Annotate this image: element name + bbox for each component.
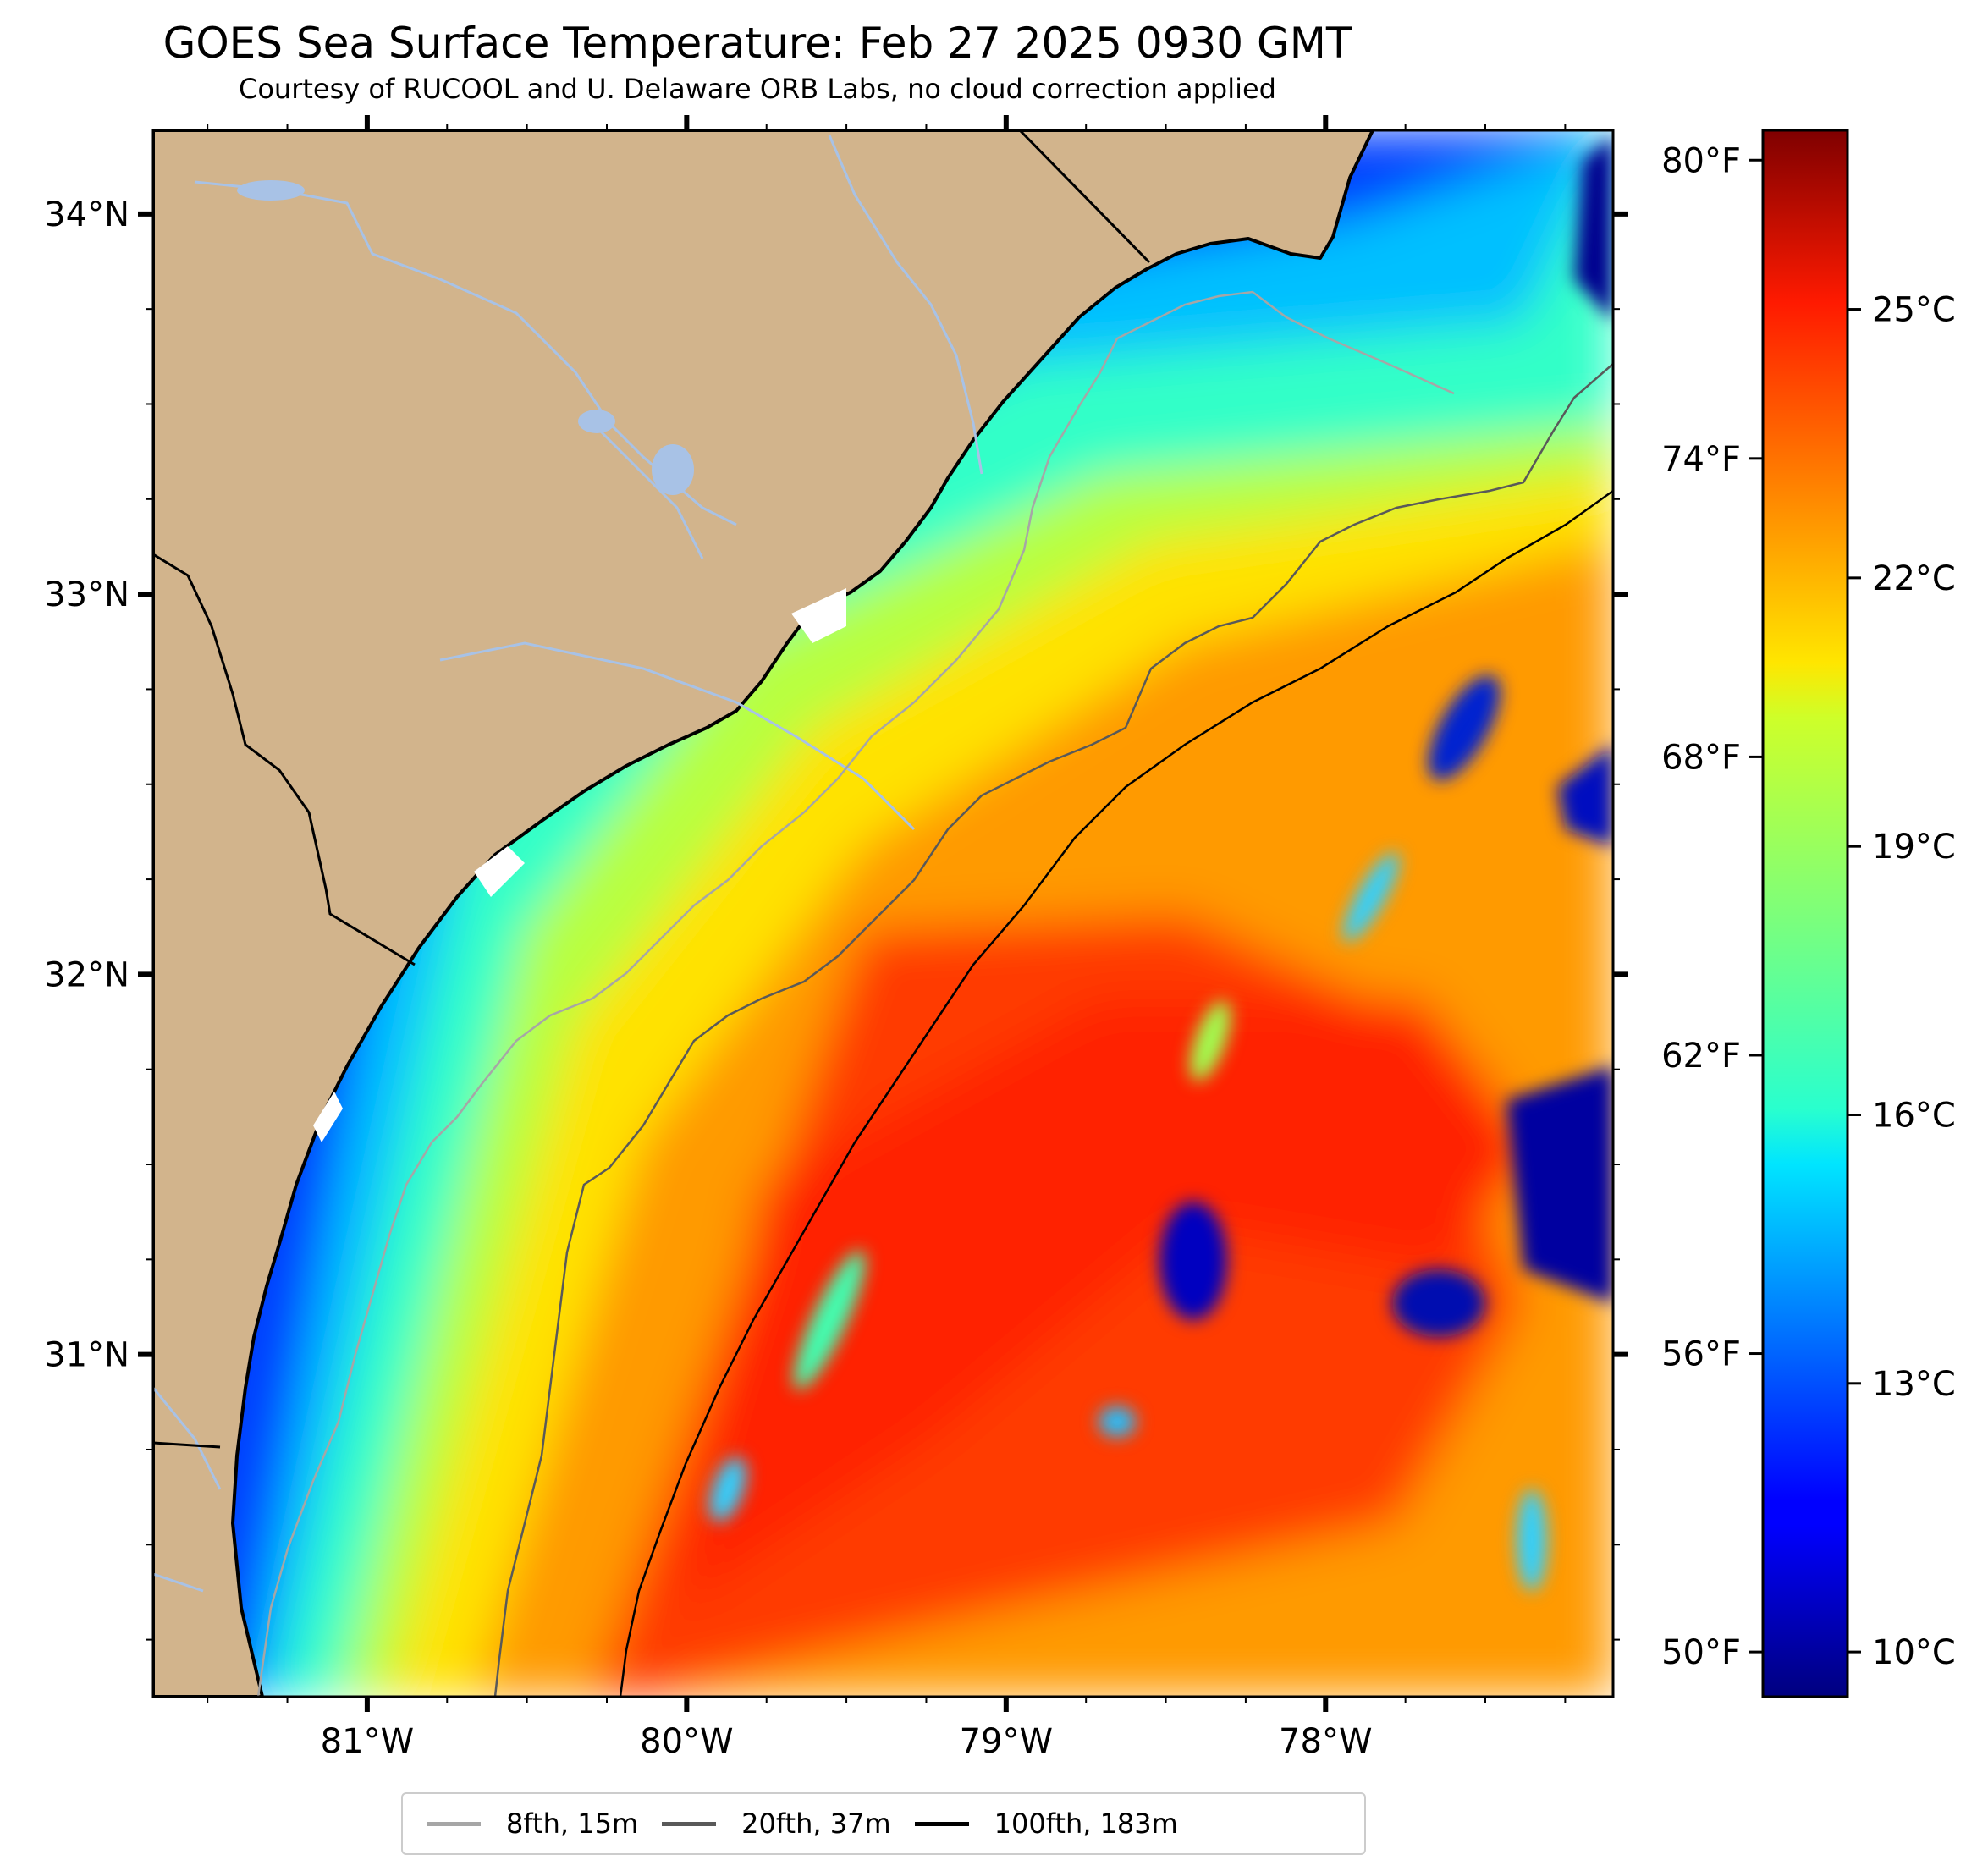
fahrenheit-tick-label: 56°F xyxy=(1661,1335,1741,1374)
lon-tick-label: 81°W xyxy=(321,1722,414,1761)
fahrenheit-tick-label: 62°F xyxy=(1661,1037,1741,1076)
lat-axis: 34°N 33°N 32°N 31°N xyxy=(44,195,1628,1641)
map-subtitle: Courtesy of RUCOOL and U. Delaware ORB L… xyxy=(239,73,1276,105)
map-frame xyxy=(151,129,1615,1698)
land-mass xyxy=(153,130,1374,1697)
celsius-tick-label: 16°C xyxy=(1872,1096,1956,1135)
lon-axis: 81°W 80°W 79°W 78°W xyxy=(207,115,1567,1761)
contour-8fth xyxy=(256,290,1455,1697)
lat-tick-label: 31°N xyxy=(44,1336,129,1375)
celsius-tick-label: 10°C xyxy=(1872,1633,1956,1672)
legend-swatch xyxy=(662,1821,717,1826)
lon-tick-label: 78°W xyxy=(1279,1722,1372,1761)
lat-tick-label: 34°N xyxy=(44,195,129,234)
borders xyxy=(153,130,1151,1449)
colorbar-celsius-axis: 10°C 13°C 16°C 19°C 22°C 25°C xyxy=(1848,291,1956,1672)
colorbar-fahrenheit-axis: 50°F 56°F 62°F 68°F 74°F 80°F xyxy=(1661,141,1763,1672)
fahrenheit-tick-label: 80°F xyxy=(1661,141,1741,180)
legend-swatch xyxy=(914,1821,969,1826)
legend-label: 20fth, 37m xyxy=(741,1808,891,1840)
lat-tick-label: 33°N xyxy=(44,575,129,614)
legend-swatch xyxy=(427,1821,481,1826)
celsius-tick-label: 19°C xyxy=(1872,828,1956,867)
celsius-tick-label: 25°C xyxy=(1872,291,1956,330)
colorbar xyxy=(1761,129,1849,1698)
legend-label: 8fth, 15m xyxy=(506,1808,639,1840)
celsius-tick-label: 22°C xyxy=(1872,559,1956,598)
fahrenheit-tick-label: 50°F xyxy=(1661,1633,1741,1672)
legend-label: 100fth, 183m xyxy=(994,1808,1178,1840)
contour-legend: 8fth, 15m 20fth, 37m 100fth, 183m xyxy=(401,1792,1366,1855)
fahrenheit-tick-label: 74°F xyxy=(1661,440,1741,479)
legend-item-8fth: 8fth, 15m xyxy=(403,1808,638,1840)
legend-item-20fth: 20fth, 37m xyxy=(638,1808,891,1840)
lon-tick-label: 80°W xyxy=(640,1722,733,1761)
sst-field xyxy=(153,130,1613,1697)
contour-20fth xyxy=(493,363,1613,1697)
lakes xyxy=(237,180,694,495)
map-title: GOES Sea Surface Temperature: Feb 27 202… xyxy=(162,19,1352,68)
lon-tick-label: 79°W xyxy=(960,1722,1053,1761)
lat-tick-label: 32°N xyxy=(44,955,129,994)
celsius-tick-label: 13°C xyxy=(1872,1365,1956,1404)
contour-100fth xyxy=(619,489,1613,1697)
legend-item-100fth: 100fth, 183m xyxy=(891,1808,1178,1840)
fahrenheit-tick-label: 68°F xyxy=(1661,738,1741,777)
